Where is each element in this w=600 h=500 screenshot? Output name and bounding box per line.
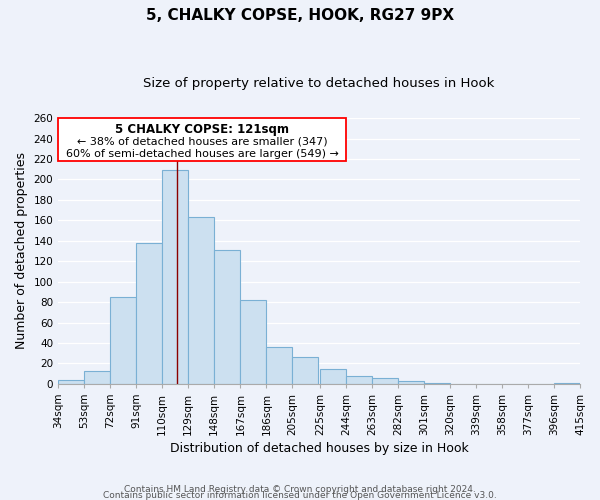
- Text: Contains HM Land Registry data © Crown copyright and database right 2024.: Contains HM Land Registry data © Crown c…: [124, 484, 476, 494]
- Bar: [188, 217, 214, 384]
- Bar: [214, 250, 241, 384]
- Bar: [110, 297, 136, 384]
- Bar: [58, 380, 84, 384]
- Text: Contains public sector information licensed under the Open Government Licence v3: Contains public sector information licen…: [103, 490, 497, 500]
- Bar: [84, 370, 110, 384]
- Bar: [162, 170, 188, 384]
- Bar: [372, 378, 398, 384]
- Bar: [136, 243, 162, 384]
- FancyBboxPatch shape: [58, 118, 346, 161]
- Y-axis label: Number of detached properties: Number of detached properties: [15, 152, 28, 350]
- X-axis label: Distribution of detached houses by size in Hook: Distribution of detached houses by size …: [170, 442, 469, 455]
- Text: 60% of semi-detached houses are larger (549) →: 60% of semi-detached houses are larger (…: [65, 149, 338, 159]
- Bar: [292, 358, 319, 384]
- Text: 5, CHALKY COPSE, HOOK, RG27 9PX: 5, CHALKY COPSE, HOOK, RG27 9PX: [146, 8, 454, 22]
- Bar: [398, 381, 424, 384]
- Bar: [241, 300, 266, 384]
- Text: ← 38% of detached houses are smaller (347): ← 38% of detached houses are smaller (34…: [77, 136, 327, 146]
- Bar: [346, 376, 372, 384]
- Bar: [266, 347, 292, 384]
- Bar: [424, 383, 450, 384]
- Bar: [320, 368, 346, 384]
- Title: Size of property relative to detached houses in Hook: Size of property relative to detached ho…: [143, 78, 495, 90]
- Bar: [554, 383, 580, 384]
- Text: 5 CHALKY COPSE: 121sqm: 5 CHALKY COPSE: 121sqm: [115, 123, 289, 136]
